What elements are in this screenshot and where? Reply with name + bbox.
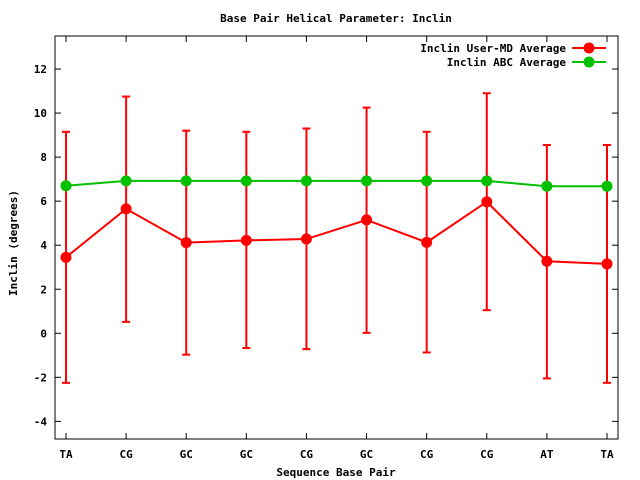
data-point [421,175,433,187]
x-ticks: TA CG GC GC CG GC CG CG AT TA [59,36,614,461]
series-line [65,200,608,265]
x-tick-label: CG [119,448,133,461]
x-axis-label: Sequence Base Pair [276,466,396,479]
y-tick-label: 0 [40,327,47,340]
chart-title: Base Pair Helical Parameter: Inclin [220,12,452,25]
data-point [481,175,493,187]
y-tick-label: -2 [34,371,47,384]
legend-marker [583,56,595,68]
data-point [120,203,132,215]
x-tick-label: CG [480,448,494,461]
series-points [60,175,613,270]
y-tick-label: 2 [40,283,47,296]
data-point [541,255,553,267]
y-tick-label: 10 [34,107,47,120]
data-point [300,175,312,187]
series-line [65,179,607,188]
data-point [60,180,72,192]
error-bars [62,92,611,384]
data-point [60,251,72,263]
data-point [240,234,252,246]
data-point [180,175,192,187]
data-point [481,196,493,208]
data-point [361,214,373,226]
y-tick-label: 4 [40,239,47,252]
x-tick-label: GC [240,448,253,461]
y-ticks: -4 -2 0 2 4 6 8 10 12 [34,63,618,428]
data-point [120,175,132,187]
x-tick-label: TA [59,448,73,461]
y-axis-label: Inclin (degrees) [7,190,20,296]
data-point [541,180,553,192]
data-point [361,175,373,187]
legend-label: Inclin ABC Average [447,56,567,69]
data-point [421,236,433,248]
y-tick-label: 8 [40,151,47,164]
data-point [240,175,252,187]
x-tick-label: CG [300,448,314,461]
legend-label: Inclin User-MD Average [420,42,566,55]
plot-frame [54,35,619,440]
data-point [180,237,192,249]
x-tick-label: GC [180,448,193,461]
data-point [300,233,312,245]
legend-marker [583,42,595,54]
series-lines [65,179,608,265]
data-point [601,180,613,192]
x-tick-label: TA [600,448,614,461]
y-tick-label: -4 [34,415,48,428]
x-tick-label: GC [360,448,373,461]
x-tick-label: CG [420,448,434,461]
data-point [601,258,613,270]
y-tick-label: 12 [34,63,47,76]
x-tick-label: AT [540,448,554,461]
y-tick-label: 6 [40,195,47,208]
